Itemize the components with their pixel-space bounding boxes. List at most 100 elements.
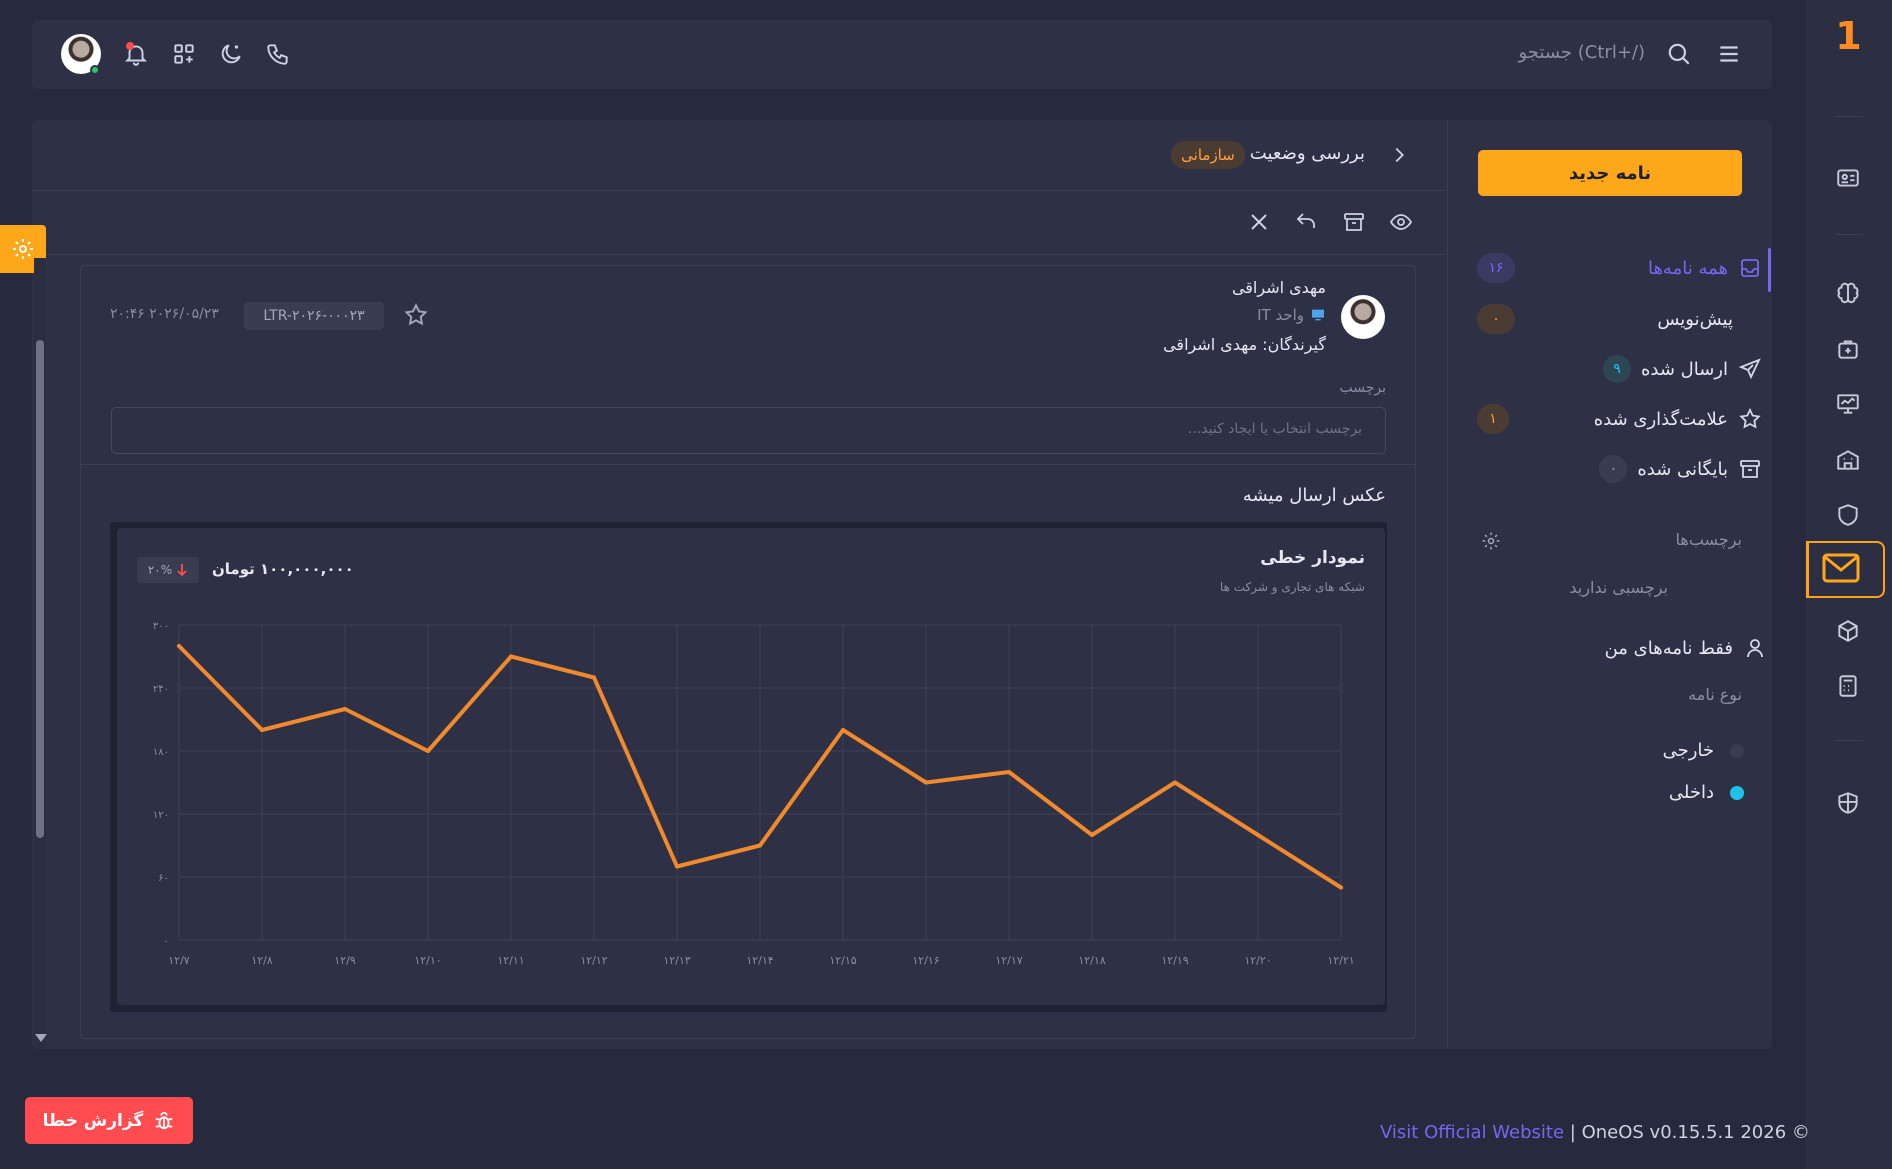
y-tick-label: ۶۰ bbox=[158, 873, 169, 884]
x-tick-label: ۱۲/۲۰ bbox=[1244, 954, 1271, 967]
only-mine-toggle[interactable]: فقط نامه‌های من bbox=[1605, 633, 1767, 663]
eye-icon[interactable] bbox=[1389, 210, 1413, 234]
type-color-dot bbox=[1730, 786, 1744, 800]
computer-icon bbox=[1310, 307, 1326, 323]
monitor-chart-icon[interactable] bbox=[1835, 391, 1861, 417]
folder-all[interactable]: همه نامه‌ها bbox=[1648, 253, 1762, 283]
settings-icon[interactable] bbox=[1481, 531, 1501, 551]
footer-text: Visit Official Website | OneOS v0.15.5.1… bbox=[1380, 1122, 1810, 1143]
chart-subtitle: شبکه های تجاری و شرکت ها bbox=[1219, 580, 1365, 594]
scroll-down-arrow[interactable] bbox=[35, 1034, 47, 1042]
x-tick-label: ۱۲/۱۳ bbox=[663, 954, 690, 967]
tag-input-placeholder: برچسب انتخاب یا ایجاد کنید... bbox=[1187, 421, 1362, 437]
bell-icon[interactable] bbox=[123, 41, 149, 67]
divider bbox=[81, 464, 1415, 465]
y-tick-label: ۱۲۰ bbox=[153, 810, 169, 821]
data-point bbox=[260, 728, 264, 732]
recipients: گیرندگان: مهدی اشراقی bbox=[1163, 335, 1326, 354]
active-folder-indicator bbox=[1768, 248, 1771, 292]
x-tick-label: ۱۲/۱۵ bbox=[829, 954, 856, 967]
x-tick-label: ۱۲/۱۸ bbox=[1078, 954, 1105, 967]
online-status-dot bbox=[90, 65, 100, 75]
star-icon bbox=[1738, 407, 1762, 431]
rail-divider bbox=[1835, 116, 1863, 117]
folder-sent[interactable]: ارسال شده ۹ bbox=[1602, 354, 1762, 384]
tag-label: برچسب bbox=[1339, 380, 1386, 396]
version-text: | OneOS v0.15.5.1 2026 © bbox=[1564, 1122, 1810, 1143]
x-tick-label: ۱۲/۲۱ bbox=[1327, 954, 1354, 967]
unit-label: واحد IT bbox=[1257, 306, 1304, 324]
folder-count-badge: ۱ bbox=[1477, 404, 1509, 434]
folder-drafts[interactable]: پیش‌نویس bbox=[1657, 304, 1733, 334]
search-icon[interactable] bbox=[1666, 41, 1692, 67]
back-chevron-icon[interactable] bbox=[1388, 144, 1410, 166]
type-external[interactable]: خارجی bbox=[1663, 735, 1714, 765]
shield-icon[interactable] bbox=[1835, 502, 1861, 528]
data-point bbox=[675, 864, 679, 869]
tags-title: برچسب‌ها bbox=[1675, 530, 1742, 549]
star-icon[interactable] bbox=[403, 302, 429, 328]
close-icon[interactable] bbox=[1247, 210, 1271, 234]
new-letter-button[interactable]: نامه جدید bbox=[1478, 150, 1742, 196]
search-input[interactable]: جستجو (Ctrl+/) bbox=[1518, 42, 1646, 63]
x-tick-label: ۱۲/۸ bbox=[251, 954, 273, 967]
rail-item-mail[interactable] bbox=[1806, 541, 1885, 598]
apps-add-icon[interactable] bbox=[171, 41, 197, 67]
user-icon bbox=[1743, 636, 1767, 660]
data-point bbox=[426, 749, 430, 753]
reply-icon[interactable] bbox=[1294, 210, 1318, 234]
y-tick-label: ۲۴۰ bbox=[153, 684, 169, 695]
phone-icon[interactable] bbox=[265, 41, 291, 67]
y-tick-label: ۰ bbox=[164, 936, 169, 947]
type-internal[interactable]: داخلی bbox=[1669, 777, 1714, 807]
report-bug-button[interactable]: گزارش خطا bbox=[25, 1097, 193, 1144]
data-point bbox=[1007, 770, 1011, 774]
mail-icon bbox=[1821, 552, 1861, 584]
line-chart: ۰ ۶۰ ۱۲۰ ۱۸۰ ۲۴۰ ۳۰۰ ۱۲/۷ ۱۲/۸ ۱۲/۹ ۱۲/۱۰ ۱۲/۱۱ ۱۲/… bbox=[153, 621, 1355, 967]
data-point bbox=[177, 644, 181, 648]
letter-code: LTR-۲۰۲۶-۰۰۰۲۳ bbox=[244, 302, 384, 330]
bug-icon bbox=[153, 1110, 175, 1132]
sender-avatar bbox=[1341, 295, 1385, 339]
chart-total: ۱۰۰,۰۰۰,۰۰۰ تومان bbox=[212, 560, 354, 578]
folder-label: پیش‌نویس bbox=[1657, 308, 1733, 330]
moon-icon[interactable] bbox=[218, 41, 244, 67]
type-color-dot bbox=[1730, 744, 1744, 758]
id-card-icon[interactable] bbox=[1835, 165, 1861, 191]
category-badge: سازمانی bbox=[1171, 141, 1245, 169]
building-icon[interactable] bbox=[1835, 447, 1861, 473]
folder-starred[interactable]: علامت‌گذاری شده bbox=[1594, 404, 1762, 434]
tag-input[interactable] bbox=[111, 407, 1386, 454]
folder-panel bbox=[1447, 120, 1772, 1049]
archive-icon[interactable] bbox=[1342, 210, 1366, 234]
data-point bbox=[509, 654, 513, 659]
briefcase-medical-icon[interactable] bbox=[1835, 336, 1861, 362]
brain-icon[interactable] bbox=[1835, 281, 1861, 307]
data-point bbox=[841, 728, 845, 732]
box-icon[interactable] bbox=[1835, 618, 1861, 644]
calculator-icon[interactable] bbox=[1835, 673, 1861, 699]
shield-half-icon[interactable] bbox=[1835, 790, 1861, 816]
notification-dot bbox=[126, 42, 134, 50]
data-point bbox=[343, 707, 347, 711]
folder-label: همه نامه‌ها bbox=[1647, 257, 1728, 279]
folder-count-badge: ۰ bbox=[1477, 304, 1515, 334]
x-tick-label: ۱۲/۹ bbox=[334, 954, 356, 967]
tags-empty-text: برچسبی ندارید bbox=[1569, 578, 1668, 597]
divider bbox=[32, 190, 1446, 191]
letter-body: عکس ارسال میشه bbox=[1242, 485, 1386, 506]
letter-type-title: نوع نامه bbox=[1688, 685, 1742, 704]
data-point bbox=[1256, 833, 1260, 837]
y-tick-label: ۱۸۰ bbox=[153, 747, 169, 758]
x-tick-label: ۱۲/۱۷ bbox=[995, 954, 1022, 967]
scrollbar-thumb[interactable] bbox=[36, 340, 44, 838]
x-tick-label: ۱۲/۱۱ bbox=[497, 954, 524, 967]
folder-label: ارسال شده bbox=[1640, 358, 1728, 380]
official-website-link[interactable]: Visit Official Website bbox=[1380, 1122, 1565, 1143]
data-point bbox=[1090, 833, 1094, 837]
report-bug-label: گزارش خطا bbox=[42, 1110, 144, 1131]
folder-archived[interactable]: بایگانی شده ۰ bbox=[1599, 454, 1762, 484]
chart-change-badge: ۲۰% bbox=[137, 557, 199, 583]
menu-icon[interactable] bbox=[1716, 41, 1742, 67]
inbox-icon bbox=[1738, 256, 1762, 280]
